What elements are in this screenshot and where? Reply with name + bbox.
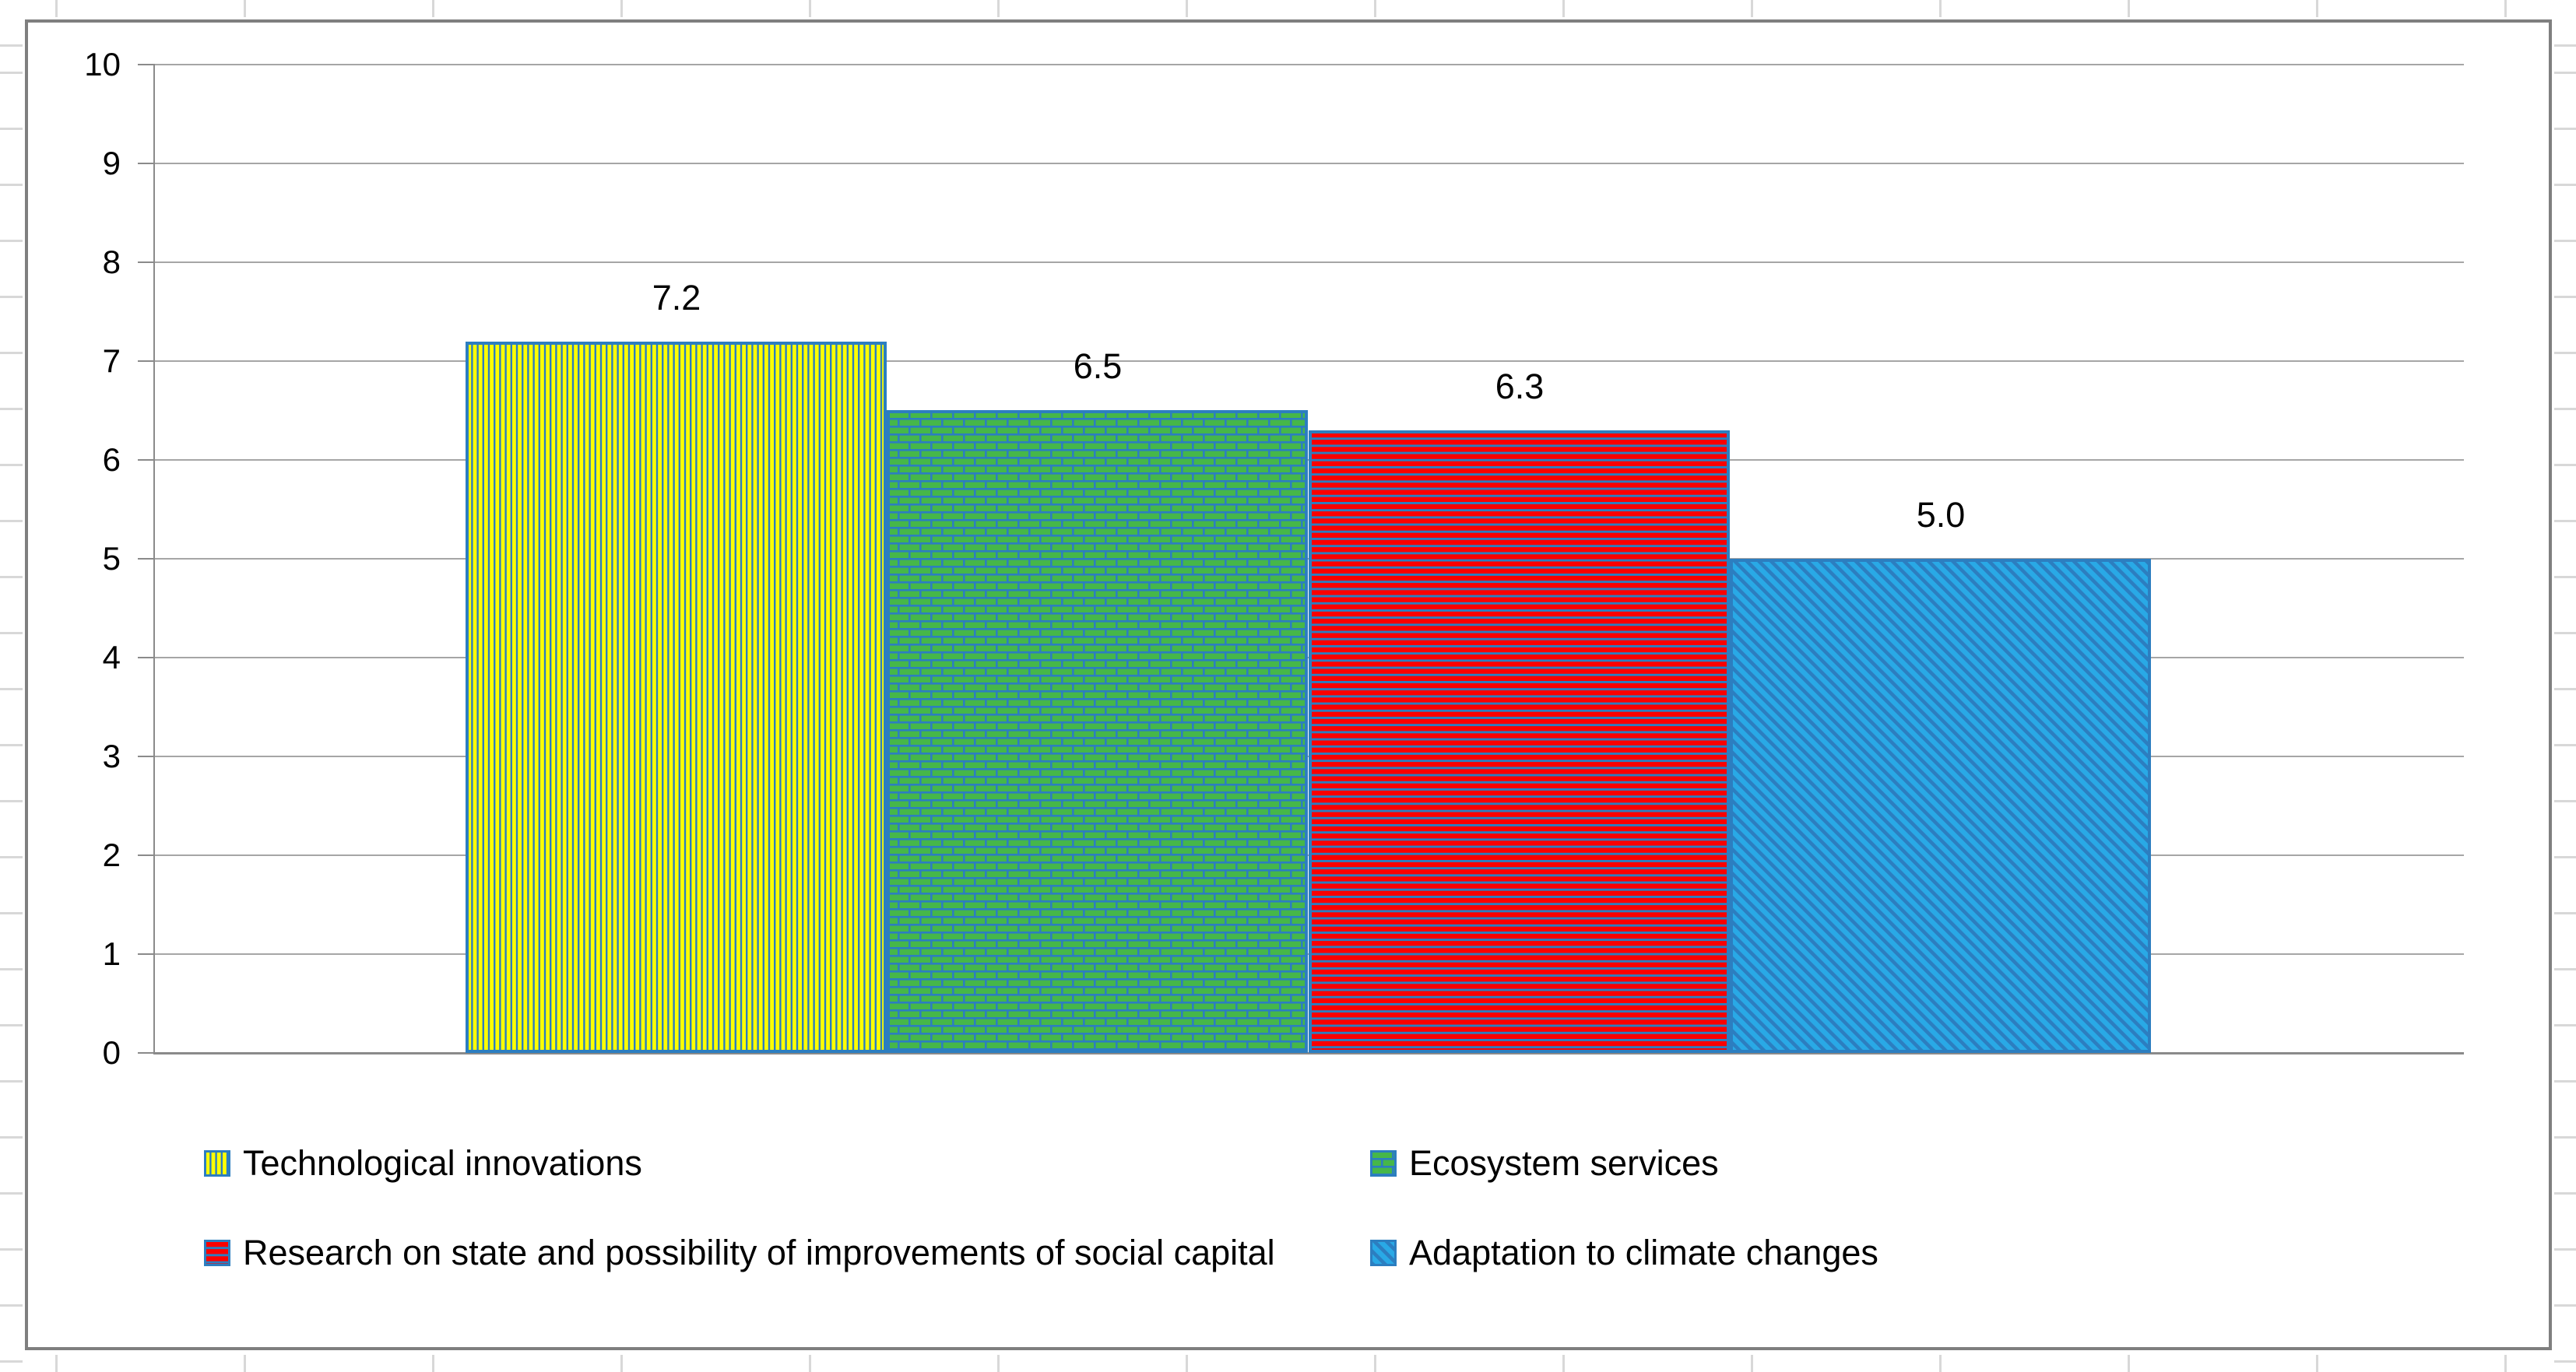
legend-label: Research on state and possibility of imp… [243, 1233, 1275, 1272]
y-axis-label-3: 3 [102, 738, 121, 774]
legend-item-adaptation-to-climate-changes: Adaptation to climate changes [1370, 1233, 1878, 1272]
gridline-y-10 [155, 64, 2464, 65]
bar-research-on-state-and-possibility-of-improvements-of-social-capital [1309, 430, 1730, 1053]
data-label-adaptation-to-climate-changes: 5.0 [1916, 495, 1966, 535]
sheet-gridline-stubs-right [2554, 0, 2576, 1372]
y-axis-tick-0 [138, 1052, 155, 1054]
y-axis-tick-4 [138, 657, 155, 658]
legend-item-technological-innovations: Technological innovations [204, 1144, 642, 1183]
legend-swatch-brick-icon [1370, 1150, 1397, 1177]
y-axis-label-6: 6 [102, 441, 121, 478]
y-axis-tick-5 [138, 558, 155, 560]
y-axis-tick-3 [138, 756, 155, 757]
y-axis-label-1: 1 [102, 935, 121, 972]
bar-adaptation-to-climate-changes [1730, 559, 2151, 1053]
data-label-technological-innovations: 7.2 [652, 278, 701, 318]
sheet-gridline-stubs-left [0, 0, 23, 1372]
bar-technological-innovations [466, 342, 887, 1053]
y-axis-tick-1 [138, 953, 155, 955]
y-axis-tick-9 [138, 163, 155, 164]
x-axis-line [155, 1052, 2464, 1054]
y-axis-tick-6 [138, 459, 155, 461]
data-label-ecosystem-services: 6.5 [1073, 346, 1123, 386]
legend-item-ecosystem-services: Ecosystem services [1370, 1144, 1719, 1183]
y-axis-label-5: 5 [102, 540, 121, 577]
bar-ecosystem-services [887, 410, 1308, 1053]
y-axis-line [153, 65, 155, 1054]
y-axis-tick-10 [138, 64, 155, 65]
y-axis-tick-2 [138, 854, 155, 856]
y-axis-label-8: 8 [102, 244, 121, 280]
legend-label: Technological innovations [243, 1143, 642, 1183]
y-axis-label-2: 2 [102, 837, 121, 873]
y-axis-tick-8 [138, 261, 155, 263]
gridline-y-9 [155, 163, 2464, 164]
y-axis-label-0: 0 [102, 1034, 121, 1071]
y-axis-label-10: 10 [84, 46, 121, 82]
legend-item-research-on-state-and-possibility-of-improvements-of-social-capital: Research on state and possibility of imp… [204, 1233, 1275, 1272]
sheet-gridline-stubs-bottom [0, 1355, 2576, 1372]
gridline-y-8 [155, 261, 2464, 263]
y-axis-tick-7 [138, 360, 155, 362]
data-label-research-on-state-and-possibility-of-improvements-of-social-capital: 6.3 [1495, 367, 1545, 406]
y-axis-label-9: 9 [102, 145, 121, 181]
legend-swatch-vertical-stripes-icon [204, 1150, 230, 1177]
gridline-y-7 [155, 360, 2464, 362]
y-axis-label-7: 7 [102, 342, 121, 379]
legend-swatch-horizontal-stripes-icon [204, 1240, 230, 1266]
legend-label: Adaptation to climate changes [1409, 1233, 1878, 1272]
legend-label: Ecosystem services [1409, 1143, 1719, 1183]
legend-swatch-diagonal-stripes-icon [1370, 1240, 1397, 1266]
y-axis-label-4: 4 [102, 639, 121, 675]
sheet-gridline-stubs-top [0, 0, 2576, 17]
